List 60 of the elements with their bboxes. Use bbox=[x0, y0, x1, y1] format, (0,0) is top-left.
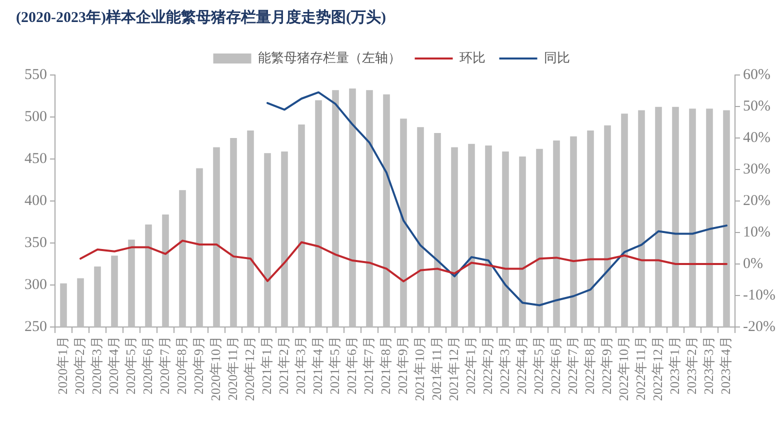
y2-tick-label: 50% bbox=[743, 98, 770, 114]
x-tick-label: 2023年3月 bbox=[700, 336, 716, 394]
legend-label: 同比 bbox=[544, 50, 570, 65]
y2-tick-label: 0% bbox=[743, 256, 763, 272]
y2-tick-label: 30% bbox=[743, 161, 770, 178]
y-tick-label: 500 bbox=[24, 108, 47, 125]
x-tick-label: 2021年1月 bbox=[258, 336, 274, 394]
x-tick-label: 2020年12月 bbox=[242, 336, 257, 401]
y-tick-label: 250 bbox=[24, 318, 47, 335]
x-tick-label: 2021年4月 bbox=[310, 336, 325, 394]
y2-tick-label: 20% bbox=[743, 192, 770, 209]
x-tick-label: 2020年8月 bbox=[174, 336, 189, 394]
x-tick-label: 2021年7月 bbox=[360, 336, 376, 394]
x-tick-label: 2022年11月 bbox=[632, 336, 648, 401]
x-tick-label: 2020年11月 bbox=[224, 336, 240, 401]
x-tick-label: 2021年6月 bbox=[344, 336, 359, 394]
x-tick-label: 2020年2月 bbox=[72, 336, 87, 394]
x-tick-label: 2020年7月 bbox=[156, 336, 172, 394]
x-tick-label: 2022年10月 bbox=[616, 336, 631, 401]
x-tick-label: 2020年9月 bbox=[190, 336, 206, 394]
x-tick-label: 2021年11月 bbox=[428, 336, 444, 401]
x-tick-label: 2022年2月 bbox=[480, 336, 495, 394]
x-tick-label: 2022年6月 bbox=[548, 336, 563, 394]
x-tick-label: 2022年7月 bbox=[564, 336, 580, 394]
x-tick-label: 2022年9月 bbox=[598, 336, 614, 394]
y-tick-label: 550 bbox=[24, 66, 47, 83]
x-tick-label: 2022年5月 bbox=[530, 336, 546, 394]
y2-tick-label: -20% bbox=[743, 318, 776, 335]
legend-label: 能繁母猪存栏量（左轴） bbox=[258, 50, 401, 65]
x-tick-label: 2020年4月 bbox=[106, 336, 121, 394]
x-tick-label: 2022年8月 bbox=[582, 336, 597, 394]
x-tick-label: 2021年12月 bbox=[446, 336, 461, 401]
y-tick-label: 350 bbox=[24, 234, 47, 251]
x-tick-label: 2020年6月 bbox=[140, 336, 155, 394]
x-tick-label: 2023年4月 bbox=[718, 336, 733, 394]
x-tick-label: 2021年9月 bbox=[394, 336, 410, 394]
x-tick-label: 2022年1月 bbox=[462, 336, 478, 394]
y-tick-label: 300 bbox=[24, 276, 47, 293]
x-tick-label: 2020年3月 bbox=[88, 336, 104, 394]
y2-tick-label: 10% bbox=[743, 224, 770, 240]
x-tick-label: 2023年2月 bbox=[684, 336, 699, 394]
x-tick-label: 2022年3月 bbox=[496, 336, 512, 394]
x-tick-label: 2022年4月 bbox=[514, 336, 529, 394]
legend-label: 环比 bbox=[459, 50, 486, 65]
x-tick-label: 2021年10月 bbox=[412, 336, 427, 401]
y2-tick-label: 40% bbox=[743, 130, 770, 146]
y-tick-label: 450 bbox=[24, 150, 47, 167]
x-tick-label: 2020年1月 bbox=[54, 336, 70, 394]
y2-tick-label: -10% bbox=[743, 287, 776, 304]
x-tick-label: 2021年5月 bbox=[326, 336, 342, 394]
x-tick-label: 2021年3月 bbox=[292, 336, 308, 394]
x-tick-label: 2021年8月 bbox=[378, 336, 393, 394]
x-tick-label: 2022年12月 bbox=[650, 336, 665, 401]
x-tick-label: 2021年2月 bbox=[276, 336, 291, 394]
chart-title: (2020-2023年)样本企业能繁母猪存栏量月度走势图(万头) bbox=[16, 8, 386, 27]
y2-tick-label: 60% bbox=[743, 66, 770, 83]
x-tick-label: 2020年5月 bbox=[122, 336, 138, 394]
x-tick-label: 2023年1月 bbox=[666, 336, 682, 394]
y-tick-label: 400 bbox=[24, 192, 47, 209]
x-tick-label: 2020年10月 bbox=[208, 336, 223, 401]
